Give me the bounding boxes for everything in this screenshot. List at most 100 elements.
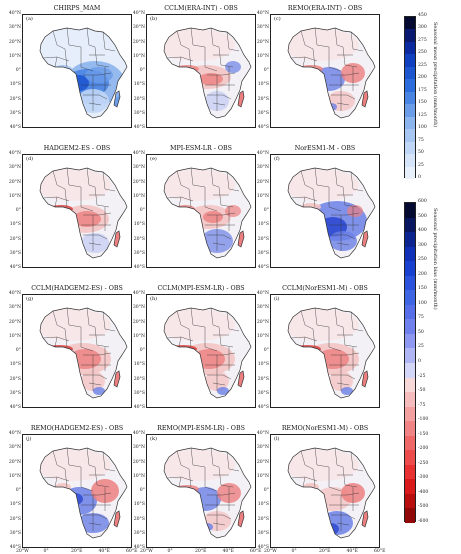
lat-tick-label: 40°N — [8, 291, 21, 296]
coastline — [287, 27, 376, 119]
lat-tick-label: 20°N — [8, 319, 21, 325]
lat-tick-label: 20°S — [257, 236, 269, 242]
lat-tick-label: 20°S — [133, 236, 145, 242]
colorbar-tick-label: 500 — [418, 213, 427, 219]
country-border — [342, 466, 358, 488]
country-border — [314, 168, 330, 188]
colorbar-segment — [405, 116, 415, 130]
lat-tick-label: 40°S — [9, 265, 21, 270]
colorbar-segment — [405, 261, 415, 277]
country-border — [204, 47, 218, 72]
country-border — [328, 467, 342, 492]
colorbar-segment — [405, 392, 415, 408]
colorbar-tick-label: 225 — [418, 62, 427, 68]
colorbar-tick-label: 100 — [418, 125, 427, 131]
panel-title: REMO(MPI-ESM-LR) - OBS — [157, 425, 245, 432]
country-border — [334, 168, 344, 188]
lat-tick-label: 20°N — [132, 179, 145, 185]
country-border — [102, 171, 116, 192]
panel-label: (j) — [26, 436, 32, 442]
colorbar-tick-label: -25 — [418, 373, 426, 379]
colorbar-tick-label: 175 — [418, 87, 427, 93]
lat-tick-label: 30°N — [132, 25, 145, 31]
lat-tick-label: 20°N — [132, 39, 145, 45]
colorbar-segment — [405, 217, 415, 233]
country-border — [350, 311, 364, 332]
lat-tick-label: 10°N — [8, 333, 21, 339]
lat-tick-label: 0° — [263, 348, 269, 353]
country-border — [212, 382, 226, 386]
country-border — [83, 352, 112, 356]
colorbar-tick-label: 250 — [418, 257, 427, 263]
panel-title: HADGEM2-ES - OBS — [43, 145, 111, 152]
lat-tick-label: 40°S — [257, 125, 269, 130]
lat-tick-label: 20°S — [9, 96, 21, 102]
map-frame: (h) — [146, 294, 256, 408]
map-frame: (a) — [22, 14, 132, 128]
country-border — [210, 308, 220, 328]
lat-tick-label: 0° — [15, 348, 21, 353]
lat-tick-label: 10°S — [133, 222, 145, 228]
country-border — [88, 102, 102, 106]
country-border — [80, 187, 94, 212]
panel-label: (l) — [274, 436, 280, 442]
country-border — [207, 492, 236, 496]
country-border — [176, 30, 190, 50]
country-border — [66, 448, 82, 468]
country-border — [300, 450, 314, 470]
colorbar-tick-label: -50 — [418, 388, 426, 394]
map-panel: REMO(ERA-INT) - OBS (c) 40°N 30°N 20°N 10°N 0°… — [257, 5, 380, 130]
country-border — [331, 374, 356, 380]
panel-label: (d) — [26, 156, 34, 162]
panel-label: (g) — [26, 296, 34, 302]
lat-tick-label: 30°S — [257, 110, 269, 116]
colorbar-segment — [405, 319, 415, 335]
country-border — [176, 170, 190, 190]
country-border — [190, 168, 206, 188]
colorbar-segment — [405, 203, 415, 219]
madagascar — [362, 231, 368, 247]
panel-label: (f) — [274, 156, 280, 162]
country-border — [331, 352, 360, 356]
colorbar-segment — [405, 54, 415, 68]
country-border — [207, 94, 232, 100]
colorbar-tick-label: 400 — [418, 228, 427, 234]
country-border — [342, 186, 358, 208]
lat-tick-label: 30°S — [9, 530, 21, 536]
colorbar-tick-label: -150 — [418, 431, 429, 437]
country-border — [176, 450, 190, 470]
country-border — [188, 48, 192, 68]
africa-map — [163, 27, 252, 119]
country-border — [66, 308, 82, 328]
country-border — [80, 467, 94, 492]
lat-tick-label: 0° — [139, 208, 145, 213]
africa-map — [287, 307, 376, 399]
lat-tick-label: 40°S — [133, 545, 145, 550]
colorbar-segment — [405, 166, 415, 180]
country-border — [83, 94, 108, 100]
colorbar-segment — [405, 406, 415, 422]
lat-tick-label: 40°S — [9, 125, 21, 130]
lat-tick-label: 0° — [15, 488, 21, 493]
map-panel: CCLM(NorESM1-M) - OBS (i) 40°N 30°N 20°N 10°N… — [257, 285, 380, 410]
colorbar-tick-label: 75 — [418, 315, 424, 321]
country-border — [334, 308, 344, 328]
country-border — [54, 56, 58, 68]
country-border — [188, 468, 192, 488]
colorbar-segment — [405, 232, 415, 248]
country-border — [212, 522, 226, 526]
lat-tick-label: 20°N — [8, 459, 21, 465]
country-border — [312, 188, 316, 208]
country-border — [218, 466, 234, 488]
country-border — [66, 28, 82, 48]
country-border — [312, 468, 316, 488]
lat-tick-label: 40°S — [257, 265, 269, 270]
panel-label: (i) — [274, 296, 280, 302]
colorbar-tick-label: 0 — [418, 175, 421, 180]
map-frame: (e) — [146, 154, 256, 268]
country-border — [52, 170, 66, 190]
map-frame: (k) — [146, 434, 256, 548]
country-border — [336, 522, 350, 526]
country-border — [86, 308, 96, 328]
country-border — [178, 476, 182, 488]
